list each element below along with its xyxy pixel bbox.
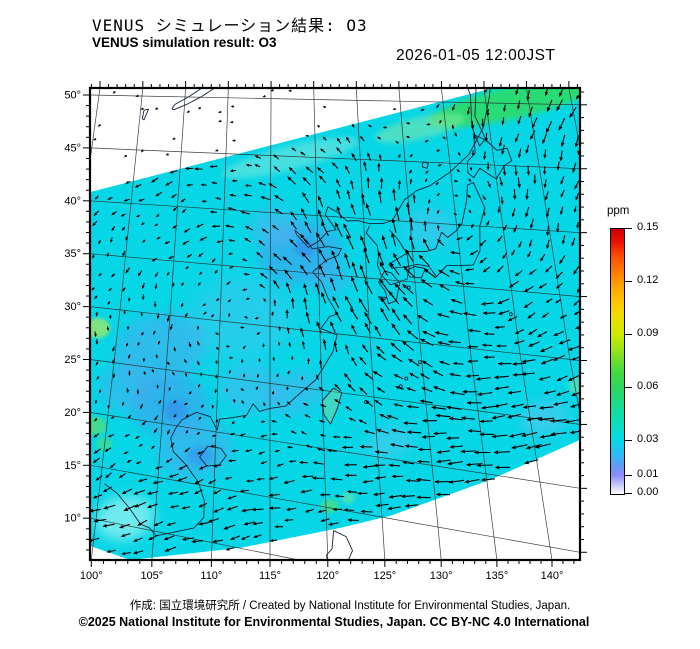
coastline-taiwan	[321, 387, 343, 425]
axis-labels: 100° 105° 110° 115° 120° 125° 130° 135° 140° 50° 4…	[64, 90, 563, 583]
colorbar-tick	[625, 333, 632, 335]
license-line: ©2025 National Institute for Environment…	[78, 615, 590, 629]
colorbar-tick	[625, 386, 632, 388]
lat-tick-label: 20°	[64, 407, 81, 419]
colorbar-unit-label: ppm	[607, 205, 630, 217]
colorbar-tick-label: 0.12	[637, 274, 659, 286]
map-root: 100° 105° 110° 115° 120° 125° 130° 135° 140° 50° 4…	[64, 81, 587, 583]
lat-tick-label: 45°	[64, 142, 81, 154]
coastline-lake-hovsgol	[141, 108, 149, 121]
coastline-kyushu	[378, 270, 401, 305]
page-title-japanese: VENUS シミュレーション結果: O3	[92, 16, 368, 35]
colorbar-tick	[625, 280, 632, 282]
colorbar-tick	[625, 474, 632, 476]
coastline-shikoku	[405, 266, 426, 279]
coastline-jeju	[378, 296, 387, 303]
colorbar-tick	[625, 439, 632, 441]
coastline-sakhalin	[467, 88, 487, 147]
colorbar-tick-label: 0.01	[637, 468, 659, 481]
lon-tick-label: 100°	[80, 570, 103, 582]
colorbar-tick-label: 0.09	[637, 327, 659, 339]
timestamp-label: 2026-01-05 12:00JST	[396, 47, 556, 64]
colorbar-tick	[625, 492, 632, 494]
lon-tick-label: 110°	[200, 570, 222, 582]
lon-tick-label: 120°	[316, 570, 339, 582]
colorbar-tick	[625, 227, 632, 229]
lon-tick-label: 105°	[140, 570, 163, 582]
coastline-luzon	[326, 530, 353, 560]
page-title-english: VENUS simulation result: O3	[92, 35, 277, 50]
lat-tick-label: 50°	[64, 90, 81, 102]
lat-tick-label: 40°	[64, 195, 81, 207]
lon-tick-label: 130°	[430, 570, 453, 582]
lon-tick-label: 125°	[373, 570, 396, 582]
coastline-lake-khanka	[422, 161, 429, 169]
lat-tick-label: 30°	[64, 301, 81, 313]
o3-field-layer	[90, 88, 580, 560]
colorbar-tick-label: 0.00	[637, 486, 659, 498]
colorbar-gradient	[610, 228, 625, 495]
colorbar-tick-label: 0.15	[637, 221, 659, 233]
axis-ticks	[83, 81, 587, 567]
lat-tick-label: 25°	[64, 354, 81, 366]
coastline-mainland-asia	[104, 88, 491, 537]
credit-line: 作成: 国立環境研究所 / Created by National Instit…	[129, 600, 571, 612]
graticule-layer	[90, 88, 580, 560]
lat-tick-label: 15°	[64, 460, 81, 472]
coastline-hokkaido	[466, 134, 513, 180]
coastline-layer	[104, 88, 513, 560]
map-canvas: 100° 105° 110° 115° 120° 125° 130° 135° 140° 50° 4…	[64, 81, 587, 583]
map-frame	[88, 86, 582, 562]
colorbar-tick-label: 0.03	[637, 433, 659, 445]
lon-tick-label: 135°	[486, 570, 509, 582]
coastline-lake-baikal	[171, 88, 216, 111]
colorbar-tick-label: 0.06	[637, 380, 659, 392]
coastline-honshu	[388, 182, 486, 278]
coastline-korea	[365, 225, 410, 286]
coastline-hainan	[199, 445, 227, 467]
lat-tick-label: 10°	[64, 513, 81, 525]
lat-tick-label: 35°	[64, 248, 81, 260]
lon-tick-label: 115°	[259, 570, 281, 582]
lon-tick-label: 140°	[541, 570, 564, 582]
colorbar: ppm 0.15 0.12 0.09 0.06 0.03 0.01 0.00	[604, 205, 699, 510]
